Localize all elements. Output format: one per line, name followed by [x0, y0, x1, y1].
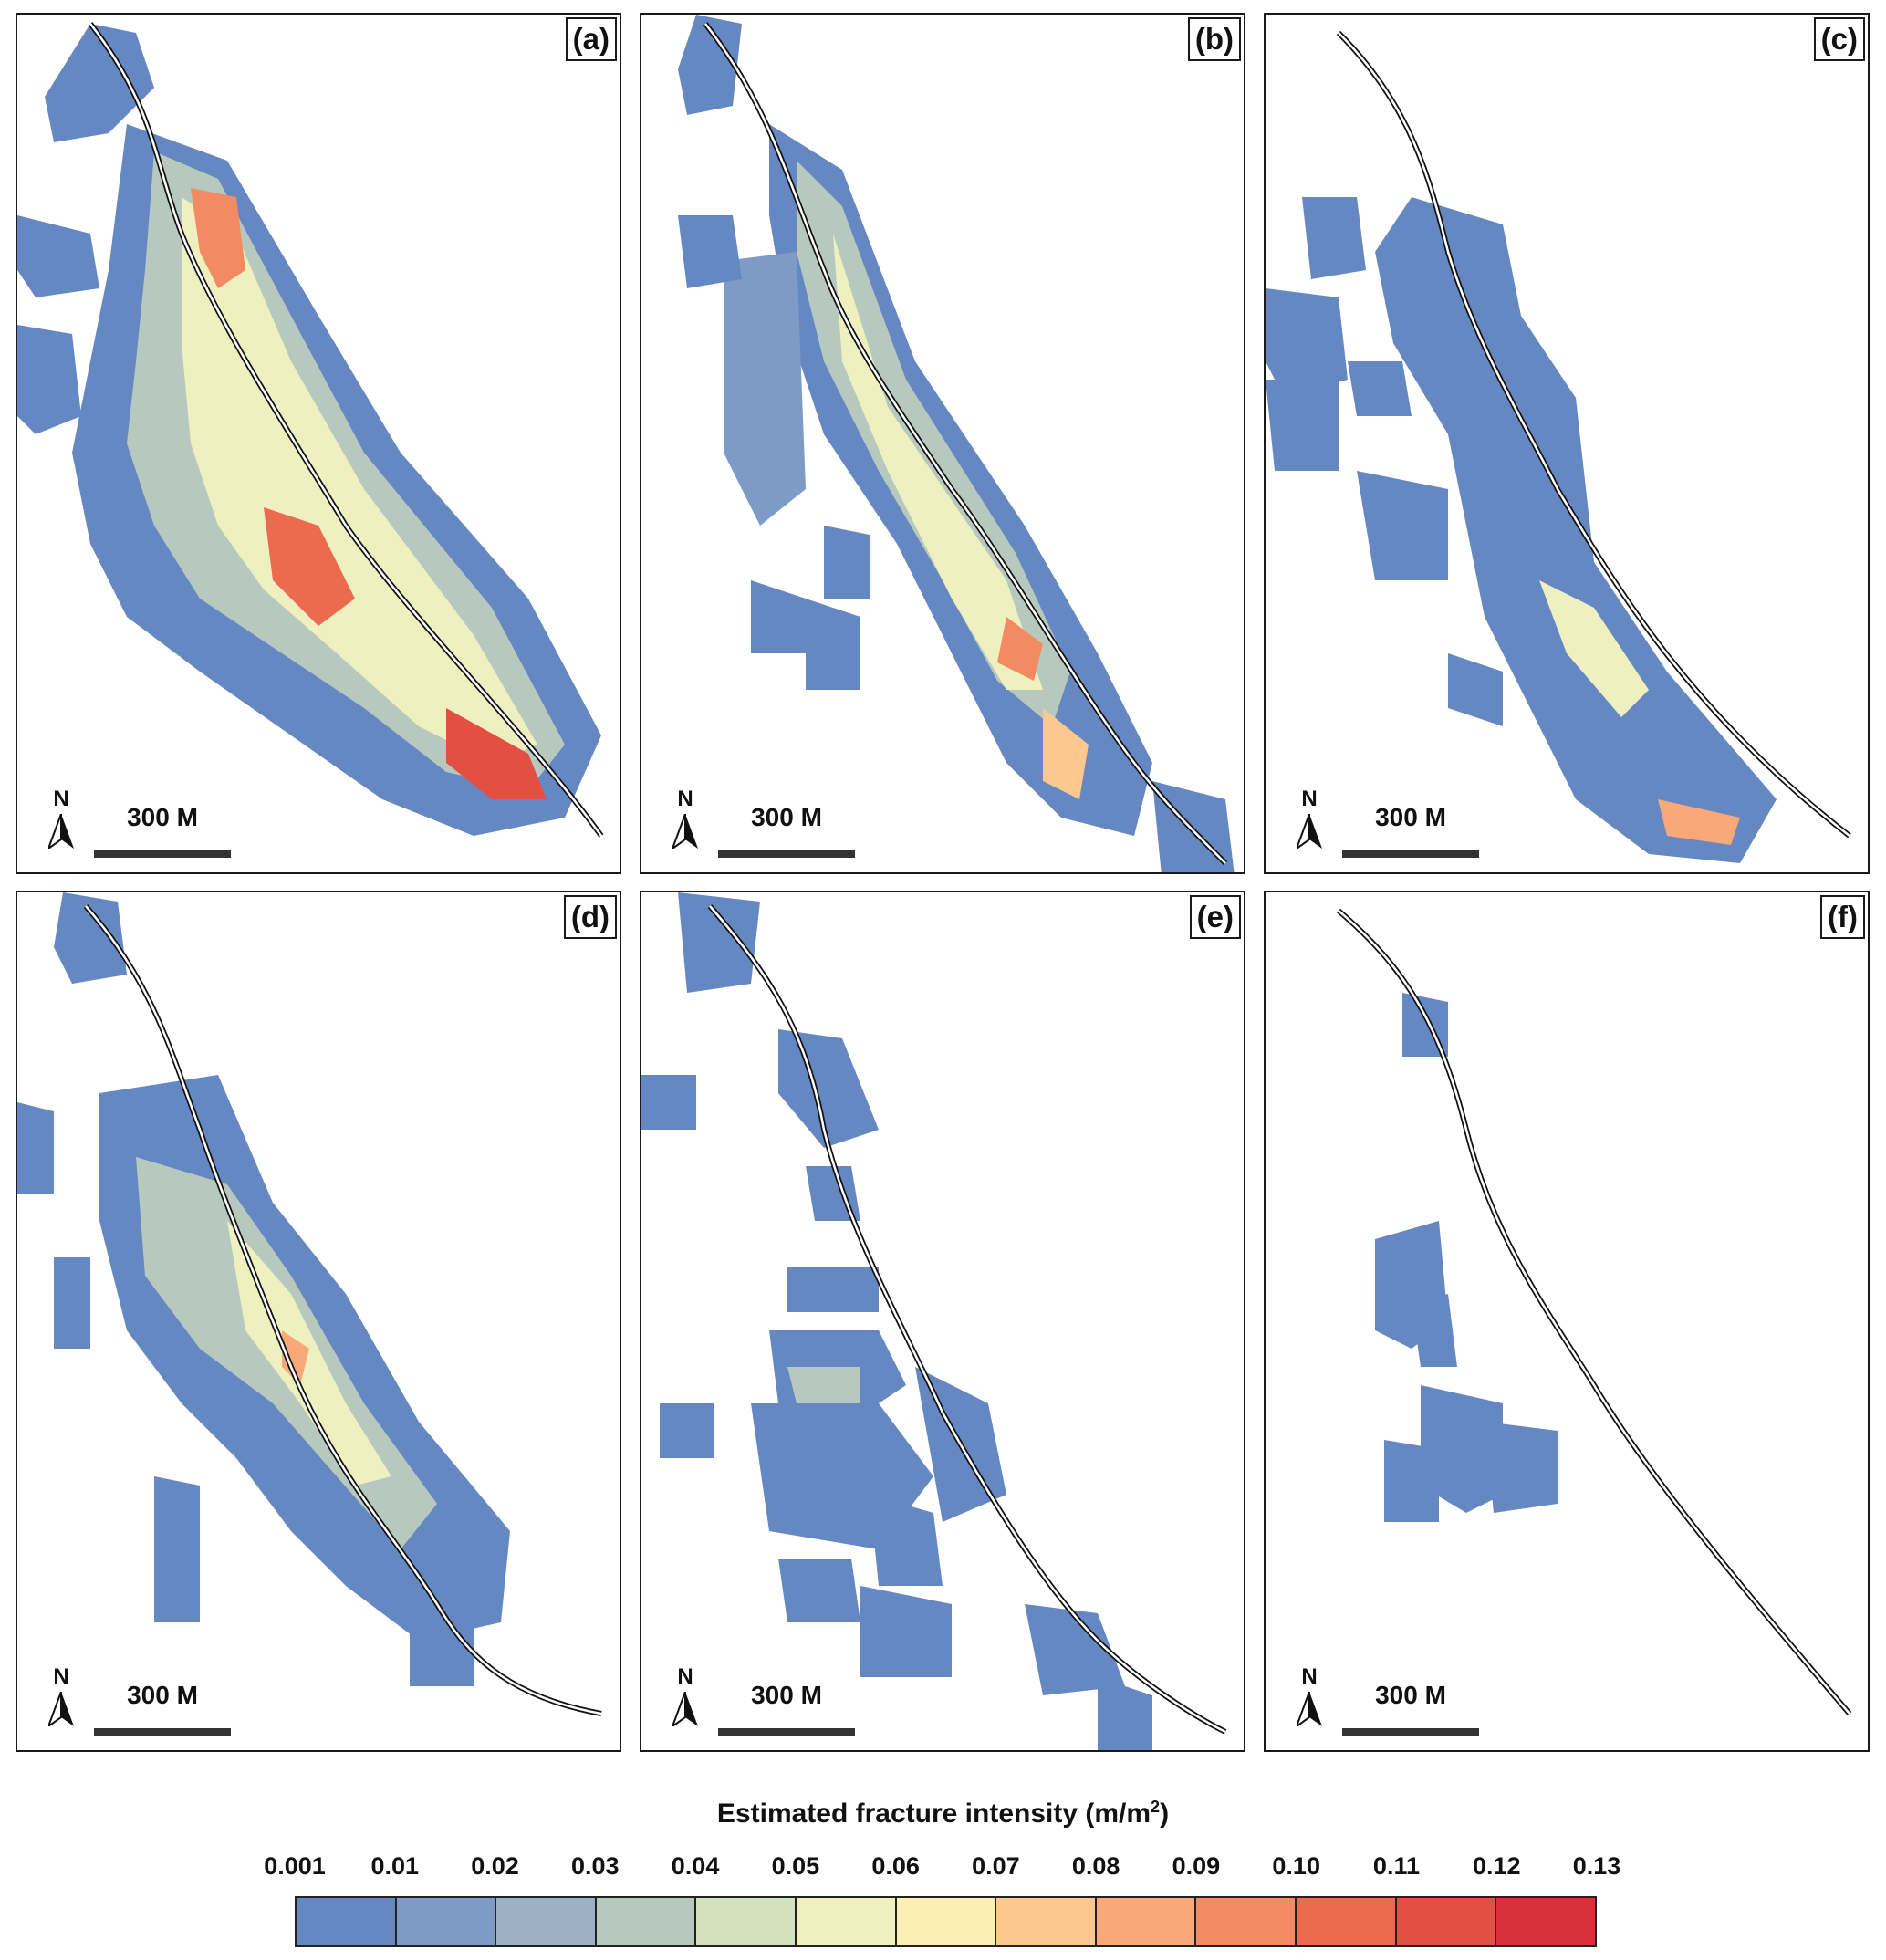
intensity-blobs — [17, 892, 510, 1686]
intensity-blobs — [1375, 993, 1558, 1522]
legend-swatch — [396, 1898, 497, 1945]
panel-label: (f) — [1820, 895, 1865, 939]
scale-bar: 300 M — [718, 803, 855, 860]
intensity-map-d — [17, 892, 602, 1716]
legend-swatch — [297, 1898, 397, 1945]
map-panel-c: (c) N 300 M — [1264, 13, 1870, 874]
scale-bar-line — [1342, 1728, 1479, 1736]
intensity-map-a — [17, 22, 604, 838]
north-arrow-icon — [1297, 814, 1322, 849]
legend-swatch — [1297, 1898, 1397, 1945]
legend-swatch — [1096, 1898, 1197, 1945]
map-panel-d: (d) N 300 M — [16, 891, 621, 1752]
north-arrow-icon — [48, 1692, 74, 1726]
north-arrow-icon — [672, 1692, 698, 1726]
legend-tick-label: 0.05 — [771, 1852, 820, 1880]
panel-label: (c) — [1813, 17, 1865, 61]
legend-tick-label: 0.10 — [1272, 1852, 1320, 1880]
intensity-blobs — [678, 15, 1235, 872]
map-panel-f: (f) N 300 M — [1264, 891, 1870, 1752]
intensity-map-c — [1266, 30, 1851, 863]
scale-bar-line — [94, 850, 231, 858]
intensity-map-e — [641, 892, 1227, 1750]
legend-tick-label: 0.12 — [1472, 1852, 1521, 1880]
legend-title-text: Estimated fracture intensity (m/m — [716, 1798, 1151, 1829]
fault-trace — [707, 904, 1227, 1735]
north-arrow: N — [667, 1664, 703, 1737]
north-arrow: N — [667, 787, 703, 860]
scale-bar: 300 M — [718, 1681, 855, 1737]
legend-tick-label: 0.08 — [1071, 1852, 1120, 1880]
panel-label: (d) — [563, 895, 617, 939]
panel-label: (b) — [1187, 17, 1241, 61]
legend-tick-label: 0.001 — [264, 1852, 326, 1880]
scale-bar: 300 M — [94, 1681, 231, 1737]
north-label: N — [1301, 1664, 1318, 1689]
scale-label: 300 M — [751, 803, 822, 831]
scale-bar-line — [718, 1728, 855, 1736]
scale-label: 300 M — [1375, 803, 1446, 831]
fault-trace — [703, 22, 1228, 866]
north-label: N — [1301, 787, 1318, 811]
legend-tick-label: 0.01 — [370, 1852, 420, 1880]
legend-tick-label: 0.03 — [571, 1852, 620, 1880]
scale-label: 300 M — [127, 803, 198, 831]
legend-tick-label: 0.11 — [1372, 1852, 1420, 1880]
scale-bar: 300 M — [94, 803, 231, 860]
legend-swatch — [996, 1898, 1097, 1945]
legend-swatch — [896, 1898, 997, 1945]
panel-label: (a) — [565, 17, 617, 61]
north-label: N — [677, 787, 693, 811]
legend-tick-labels: 0.001 0.01 0.02 0.03 0.04 0.05 0.06 0.07 0.08 0.0… — [0, 1852, 1886, 1889]
legend-title: Estimated fracture intensity (m/m2) — [0, 1798, 1886, 1830]
legend-tick-label: 0.13 — [1572, 1852, 1621, 1880]
map-panel-e: (e) N 300 M — [640, 891, 1245, 1752]
intensity-map-b — [678, 15, 1235, 872]
north-arrow-icon — [1297, 1692, 1322, 1726]
intensity-map-f — [1337, 908, 1852, 1715]
north-label: N — [53, 787, 69, 811]
legend-swatch — [696, 1898, 797, 1945]
north-arrow: N — [1291, 787, 1328, 860]
scale-bar: 300 M — [1342, 803, 1479, 860]
legend-tick-label: 0.09 — [1172, 1852, 1221, 1880]
north-arrow-icon — [672, 814, 698, 849]
fault-trace — [88, 22, 604, 838]
scale-bar-line — [1342, 850, 1479, 858]
scale-label: 300 M — [751, 1681, 822, 1709]
legend-swatch — [1496, 1898, 1595, 1945]
legend-swatch — [496, 1898, 597, 1945]
legend-swatch — [797, 1898, 897, 1945]
north-label: N — [53, 1664, 69, 1689]
legend-swatch — [1196, 1898, 1297, 1945]
scale-bar-line — [718, 850, 855, 858]
north-arrow: N — [43, 1664, 79, 1737]
north-label: N — [677, 1664, 693, 1689]
legend-color-bar — [295, 1896, 1597, 1947]
north-arrow-icon — [48, 814, 74, 849]
legend-title-end: ) — [1160, 1798, 1170, 1829]
scale-label: 300 M — [127, 1681, 198, 1709]
legend-tick-label: 0.06 — [871, 1852, 920, 1880]
fault-trace — [83, 904, 602, 1716]
map-panel-b: (b) N 300 M — [640, 13, 1245, 874]
fault-trace — [1336, 30, 1851, 839]
intensity-blobs — [1266, 197, 1777, 863]
fault-trace — [1337, 908, 1852, 1715]
map-panel-a: (a) N 300 M — [16, 13, 621, 874]
legend-tick-label: 0.07 — [972, 1852, 1020, 1880]
panel-label: (e) — [1189, 895, 1241, 939]
scale-bar-line — [94, 1728, 231, 1736]
north-arrow: N — [43, 787, 79, 860]
legend-swatch — [1396, 1898, 1497, 1945]
scale-bar: 300 M — [1342, 1681, 1479, 1737]
legend-tick-label: 0.04 — [671, 1852, 720, 1880]
legend-swatch — [596, 1898, 697, 1945]
legend-tick-label: 0.02 — [471, 1852, 519, 1880]
north-arrow: N — [1291, 1664, 1328, 1737]
legend-title-superscript: 2 — [1151, 1798, 1161, 1816]
scale-label: 300 M — [1375, 1681, 1446, 1709]
intensity-blobs — [17, 24, 601, 836]
